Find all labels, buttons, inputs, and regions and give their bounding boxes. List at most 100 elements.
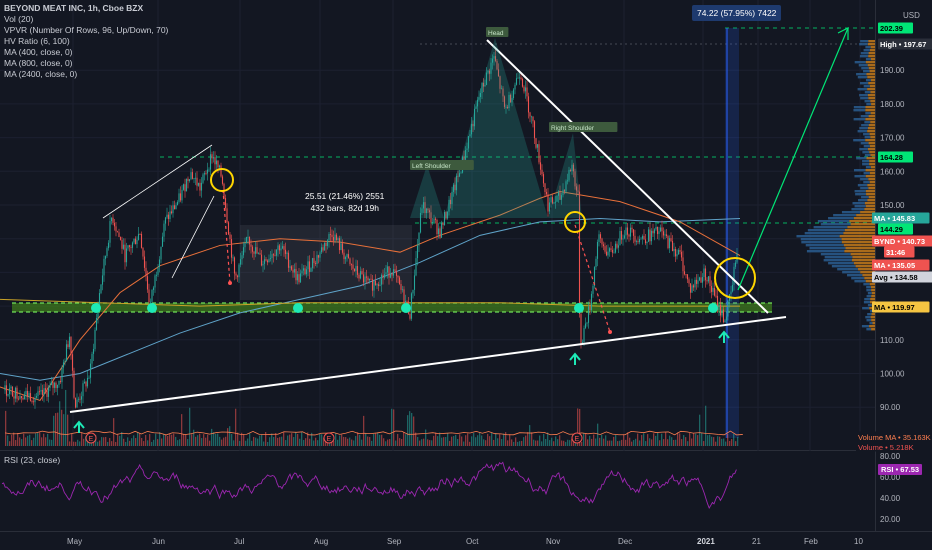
candle-body (298, 274, 300, 283)
candle-body (455, 175, 458, 191)
volume-bar (663, 439, 665, 446)
candle-body (227, 222, 230, 235)
candle-body (89, 363, 92, 378)
tag-target: 202.39 (880, 24, 903, 33)
indicator-ma800[interactable]: MA (800, close, 0) (4, 58, 73, 68)
time-label-10: Feb (804, 537, 818, 546)
volume-bar (133, 435, 135, 446)
volume-bar (469, 441, 471, 446)
volume-bar (43, 433, 45, 446)
target-arrow-head (837, 27, 849, 40)
highlight-circle-3 (714, 257, 756, 299)
candle-body (157, 267, 159, 275)
volume-bar (419, 440, 421, 446)
volume-bar (213, 432, 215, 446)
candle-body (274, 255, 276, 257)
indicator-ma2400[interactable]: MA (2400, close, 0) (4, 69, 78, 79)
candle-body (509, 94, 512, 103)
volume-bar (67, 414, 69, 446)
vp-down-103 (871, 103, 875, 106)
candle-body (29, 393, 32, 401)
candle-body (545, 191, 548, 195)
vp-up-58 (865, 58, 871, 61)
candle-body (482, 82, 485, 87)
vp-up-310 (870, 310, 873, 313)
vp-up-241 (801, 241, 842, 244)
candle-body (377, 284, 380, 286)
candle-body (113, 222, 116, 227)
volume-bars (4, 389, 743, 446)
candle-body (218, 165, 221, 168)
candle-body (230, 239, 233, 258)
tag-ma135: MA • 135.05 (874, 261, 915, 270)
vp-up-277 (851, 277, 865, 280)
volume-bar (729, 440, 731, 446)
volume-bar (31, 440, 33, 446)
volume-bar (657, 432, 659, 446)
candle-body (358, 274, 360, 279)
volume-bar (591, 438, 593, 446)
volume-bar (689, 433, 691, 446)
candle-body (398, 277, 401, 285)
volume-bar (167, 435, 169, 446)
vp-up-100 (864, 100, 871, 103)
vp-up-94 (859, 94, 868, 97)
indicator-ma400[interactable]: MA (400, close, 0) (4, 47, 73, 57)
volume-bar (621, 439, 623, 446)
candle-body (494, 56, 497, 61)
volume-bar (81, 432, 83, 446)
candle-body (442, 222, 444, 226)
vp-up-298 (864, 298, 871, 301)
candle-body (370, 278, 372, 280)
vp-up-319 (866, 319, 872, 322)
tag-ma_upper: MA • 145.83 (874, 214, 915, 223)
buy-arrow-0 (73, 420, 85, 433)
candle-body (665, 234, 668, 236)
volume-bar (347, 438, 349, 446)
vp-up-256 (824, 256, 853, 259)
candle-body (80, 396, 83, 400)
volume-bar (205, 437, 207, 446)
volume-bar (639, 440, 641, 446)
candle-body (412, 289, 414, 294)
candle-body (32, 401, 35, 403)
volume-bar (363, 415, 365, 446)
candle-body (539, 162, 542, 170)
volume-bar (27, 435, 29, 446)
candle-body (616, 243, 618, 248)
volume-bar (371, 440, 373, 446)
volume-bar (397, 433, 399, 446)
candle-body (352, 264, 354, 269)
symbol-title[interactable]: BEYOND MEAT INC, 1h, Cboe BZX (4, 3, 144, 13)
indicator-hv[interactable]: HV Ratio (6, 100) (4, 36, 70, 46)
candle-body (676, 254, 678, 257)
tag-level144: 144.29 (880, 225, 903, 234)
price-tick-5: 110.00 (880, 336, 904, 345)
indicator-vol[interactable]: Vol (20) (4, 14, 34, 24)
rsi-title[interactable]: RSI (23, close) (4, 455, 61, 465)
candle-body (158, 259, 161, 268)
indicator-vpvr[interactable]: VPVR (Number Of Rows, 96, Up/Down, 70) (4, 25, 169, 35)
candle-body (40, 389, 42, 392)
candle-body (41, 389, 44, 396)
candle-body (734, 262, 737, 267)
candle-body (706, 280, 708, 282)
volume-bar (581, 441, 583, 446)
candle-body (542, 174, 545, 184)
candle-body (506, 106, 509, 109)
volume-bar (545, 439, 547, 446)
candle-body (338, 238, 341, 251)
volume-bar (679, 433, 681, 446)
volume-bar (475, 437, 477, 446)
volume-bar (477, 435, 479, 446)
candle-body (463, 156, 465, 160)
volume-bar (443, 437, 445, 446)
candle-body (605, 251, 608, 256)
rsi-pane (0, 451, 875, 531)
volume-bar (503, 433, 505, 446)
candle-body (464, 149, 467, 160)
volume-bar (209, 440, 211, 446)
candle-body (514, 84, 516, 90)
candle-body (169, 211, 171, 220)
